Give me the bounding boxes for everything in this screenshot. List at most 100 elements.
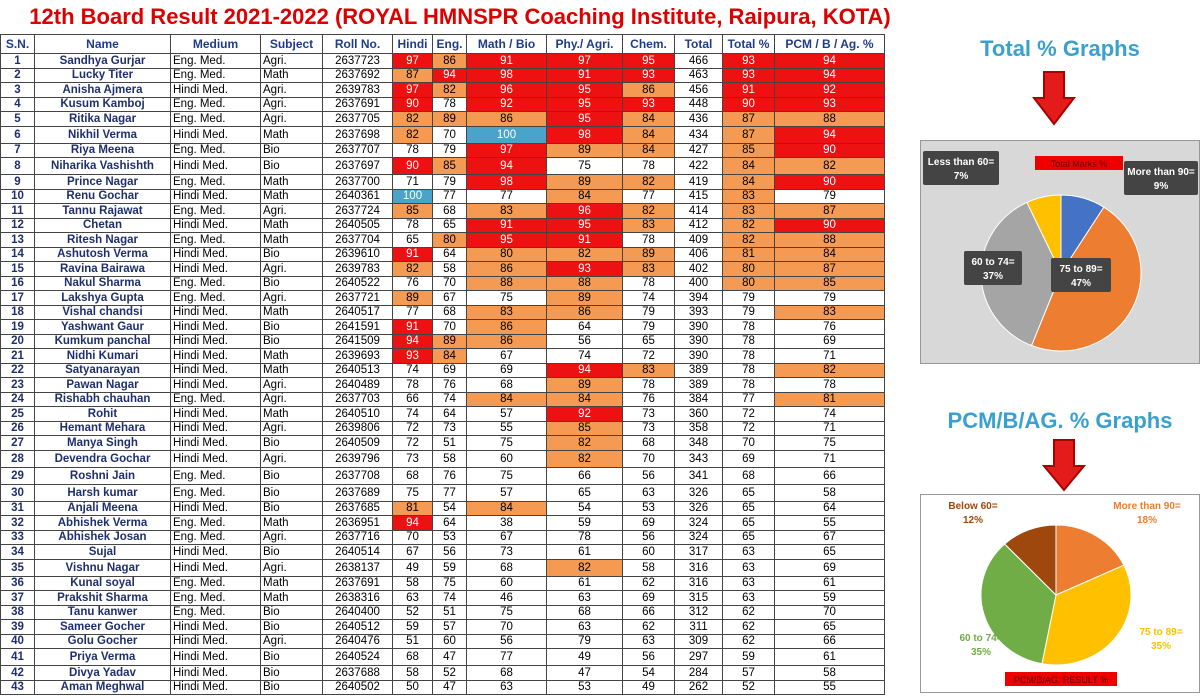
- cell-math-bio: 68: [466, 558, 547, 577]
- cell-chem: 78: [622, 377, 675, 393]
- table-row: 34 Sujal Hindi Med. Bio 2640514 67 56 73 61 60 317…: [0, 544, 885, 560]
- cell-math-bio: 60: [466, 449, 547, 468]
- cell-total: 316: [674, 575, 723, 591]
- cell-eng: 52: [432, 665, 467, 681]
- cell-roll: 2637691: [322, 96, 393, 112]
- cell-subject: Bio: [260, 544, 323, 560]
- cell-sn: 22: [0, 362, 35, 378]
- cell-medium: Eng. Med.: [170, 142, 261, 158]
- cell-name: Ravina Bairawa: [34, 261, 171, 277]
- cell-name: Kumkum panchal: [34, 333, 171, 349]
- cell-phy-agri: 95: [546, 217, 623, 233]
- cell-total: 284: [674, 665, 723, 681]
- table-row: 33 Abhishek Josan Eng. Med. Agri. 2637716 70 5…: [0, 529, 885, 545]
- cell-total: 436: [674, 111, 723, 127]
- cell-total-pct: 93: [722, 67, 775, 83]
- table-row: 6 Nikhil Verma Hindi Med. Math 2637698 82 70 10…: [0, 125, 885, 144]
- cell-phy-agri: 97: [546, 53, 623, 69]
- cell-sn: 15: [0, 261, 35, 277]
- cell-total: 311: [674, 619, 723, 635]
- cell-sn: 10: [0, 188, 35, 204]
- cell-phy-agri: 74: [546, 348, 623, 364]
- cell-chem: 79: [622, 304, 675, 320]
- cell-chem: 68: [622, 435, 675, 451]
- cell-phy-agri: 88: [546, 275, 623, 291]
- cell-medium: Hindi Med.: [170, 319, 261, 335]
- cell-sn: 34: [0, 544, 35, 560]
- cell-phy-agri: 61: [546, 575, 623, 591]
- cell-name: Anisha Ajmera: [34, 82, 171, 98]
- cell-roll: 2639610: [322, 246, 393, 262]
- cell-sn: 30: [0, 483, 35, 502]
- cell-hindi: 97: [392, 53, 433, 69]
- cell-total-pct: 65: [722, 529, 775, 545]
- cell-total-pct: 65: [722, 500, 775, 516]
- cell-medium: Hindi Med.: [170, 348, 261, 364]
- cell-pcm-pct: 92: [774, 82, 885, 98]
- cell-math-bio: 96: [466, 82, 547, 98]
- cell-eng: 79: [432, 142, 467, 158]
- cell-medium: Eng. Med.: [170, 111, 261, 127]
- cell-roll: 2640524: [322, 648, 393, 666]
- cell-total: 456: [674, 82, 723, 98]
- cell-sn: 21: [0, 348, 35, 364]
- cell-total: 384: [674, 391, 723, 407]
- cell-total: 324: [674, 529, 723, 545]
- cell-eng: 58: [432, 261, 467, 277]
- cell-chem: 56: [622, 529, 675, 545]
- cell-sn: 7: [0, 142, 35, 158]
- cell-hindi: 68: [392, 648, 433, 666]
- cell-medium: Eng. Med.: [170, 275, 261, 291]
- cell-pcm-pct: 79: [774, 188, 885, 204]
- cell-pcm-pct: 93: [774, 96, 885, 112]
- cell-phy-agri: 95: [546, 111, 623, 127]
- cell-name: Kusum Kamboj: [34, 96, 171, 112]
- cell-roll: 2637704: [322, 232, 393, 248]
- cell-total: 419: [674, 174, 723, 190]
- cell-medium: Hindi Med.: [170, 246, 261, 262]
- cell-eng: 86: [432, 53, 467, 69]
- table-row: 26 Hemant Mehara Hindi Med. Agri. 2639806 72 7…: [0, 420, 885, 436]
- cell-chem: 78: [622, 275, 675, 291]
- svg-text:35%: 35%: [1151, 641, 1171, 652]
- cell-math-bio: 86: [466, 319, 547, 335]
- header-math-bio: Math / Bio: [466, 34, 547, 54]
- cell-total-pct: 78: [722, 348, 775, 364]
- cell-math-bio: 84: [466, 500, 547, 516]
- cell-hindi: 58: [392, 575, 433, 591]
- table-row: 2 Lucky Titer Eng. Med. Math 2637692 87 94 98 91…: [0, 67, 885, 83]
- cell-total-pct: 87: [722, 125, 775, 144]
- cell-subject: Math: [260, 188, 323, 204]
- cell-eng: 58: [432, 449, 467, 468]
- cell-pcm-pct: 71: [774, 449, 885, 468]
- cell-pcm-pct: 88: [774, 111, 885, 127]
- pie-slice: [1041, 564, 1132, 666]
- cell-name: Tannu Rajawat: [34, 203, 171, 219]
- table-row: 24 Rishabh chauhan Eng. Med. Agri. 2637703 66…: [0, 391, 885, 407]
- table-row: 10 Renu Gochar Hindi Med. Math 2640361 100 77 7…: [0, 188, 885, 204]
- cell-math-bio: 80: [466, 246, 547, 262]
- cell-hindi: 90: [392, 157, 433, 175]
- cell-total-pct: 91: [722, 82, 775, 98]
- cell-pcm-pct: 71: [774, 348, 885, 364]
- cell-chem: 56: [622, 466, 675, 485]
- cell-total-pct: 62: [722, 633, 775, 649]
- cell-math-bio: 94: [466, 157, 547, 175]
- cell-phy-agri: 98: [546, 125, 623, 144]
- cell-subject: Math: [260, 348, 323, 364]
- table-row: 7 Riya Meena Eng. Med. Bio 2637707 78 79 97 89 84…: [0, 142, 885, 158]
- cell-medium: Hindi Med.: [170, 406, 261, 422]
- cell-hindi: 68: [392, 466, 433, 485]
- table-row: 23 Pawan Nagar Hindi Med. Agri. 2640489 78 76 6…: [0, 377, 885, 393]
- cell-roll: 2640476: [322, 633, 393, 649]
- header-roll: Roll No.: [322, 34, 393, 54]
- cell-medium: Eng. Med.: [170, 575, 261, 591]
- cell-chem: 82: [622, 203, 675, 219]
- cell-total: 389: [674, 377, 723, 393]
- cell-eng: 70: [432, 319, 467, 335]
- cell-hindi: 72: [392, 420, 433, 436]
- cell-chem: 69: [622, 515, 675, 531]
- pie-chart: Total Marks % More than 90= 9% 75 to 89= 47%…: [923, 151, 1198, 352]
- cell-hindi: 82: [392, 125, 433, 144]
- cell-hindi: 81: [392, 500, 433, 516]
